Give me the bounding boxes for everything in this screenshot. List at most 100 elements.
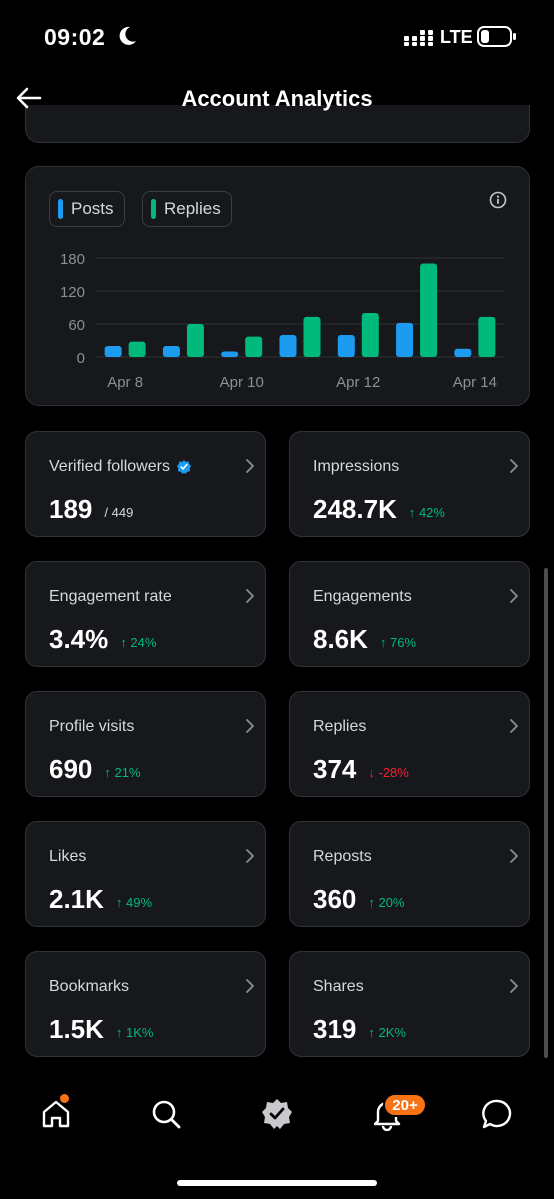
metric-card-replies[interactable]: Replies 374 ↓ -28% bbox=[289, 691, 530, 797]
metric-value: 189 bbox=[49, 494, 93, 524]
metric-value: 3.4% bbox=[49, 624, 109, 654]
bar-posts-apr-9[interactable] bbox=[162, 346, 180, 357]
metric-card-engagement-rate[interactable]: Engagement rate 3.4% ↑ 24% bbox=[25, 561, 266, 667]
metric-change: ↑ 49% bbox=[115, 895, 153, 910]
metric-label: Verified followers bbox=[49, 458, 170, 475]
scrollbar[interactable] bbox=[544, 568, 548, 1058]
info-icon[interactable] bbox=[489, 191, 507, 209]
y-tick-label: 60 bbox=[68, 317, 85, 334]
bar-posts-apr-12[interactable] bbox=[337, 335, 355, 357]
metric-label-row: Replies bbox=[313, 718, 366, 736]
back-arrow-icon[interactable] bbox=[14, 83, 44, 113]
metric-label: Engagements bbox=[313, 588, 412, 605]
chevron-right-icon bbox=[246, 849, 254, 863]
metric-card-shares[interactable]: Shares 319 ↑ 2K% bbox=[289, 951, 530, 1057]
chevron-right-icon bbox=[246, 979, 254, 993]
metric-label-row: Profile visits bbox=[49, 718, 134, 736]
chevron-right-icon bbox=[510, 589, 518, 603]
metric-value: 8.6K bbox=[313, 624, 368, 654]
battery-icon bbox=[477, 26, 516, 47]
x-tick-label: Apr 8 bbox=[107, 374, 143, 391]
y-tick-label: 0 bbox=[77, 350, 85, 367]
metric-change: ↑ 42% bbox=[408, 505, 445, 520]
metric-label-row: Engagement rate bbox=[49, 588, 172, 606]
y-tick-label: 180 bbox=[60, 251, 85, 268]
metric-value: 248.7K bbox=[313, 494, 397, 524]
metric-change: ↓ -28% bbox=[368, 765, 409, 780]
bar-replies-apr-13[interactable] bbox=[420, 263, 438, 358]
bar-posts-apr-10[interactable] bbox=[221, 351, 239, 358]
nav-home[interactable] bbox=[36, 1094, 76, 1134]
bar-replies-apr-12[interactable] bbox=[361, 313, 379, 357]
metric-card-profile-visits[interactable]: Profile visits 690 ↑ 21% bbox=[25, 691, 266, 797]
metric-change: ↑ 1K% bbox=[115, 1025, 154, 1040]
bar-posts-apr-8[interactable] bbox=[104, 346, 122, 357]
chevron-right-icon bbox=[246, 459, 254, 473]
metric-value: 374 bbox=[313, 754, 357, 784]
verified-icon bbox=[262, 1099, 292, 1129]
bar-replies-apr-9[interactable] bbox=[186, 324, 204, 357]
home-notification-dot bbox=[60, 1094, 69, 1103]
home-indicator bbox=[177, 1180, 377, 1186]
metric-label-row: Likes bbox=[49, 848, 86, 866]
metric-change: ↑ 21% bbox=[104, 765, 141, 780]
legend-replies-swatch bbox=[151, 199, 156, 219]
bar-posts-apr-13[interactable] bbox=[396, 322, 414, 357]
legend-posts-chip[interactable]: Posts bbox=[49, 191, 125, 227]
metric-label-row: Engagements bbox=[313, 588, 412, 606]
chevron-right-icon bbox=[510, 849, 518, 863]
notifications-badge: 20+ bbox=[383, 1093, 427, 1117]
metric-label: Engagement rate bbox=[49, 588, 172, 605]
metric-value: 360 bbox=[313, 884, 357, 914]
metric-value: 690 bbox=[49, 754, 93, 784]
status-bar: 09:02 LTE bbox=[0, 0, 554, 70]
legend-replies-label: Replies bbox=[164, 199, 221, 218]
nav-messages[interactable] bbox=[478, 1094, 518, 1134]
verified-badge-icon bbox=[176, 459, 192, 475]
metric-card-impressions[interactable]: Impressions 248.7K ↑ 42% bbox=[289, 431, 530, 537]
chevron-right-icon bbox=[510, 459, 518, 473]
metric-value: 319 bbox=[313, 1014, 357, 1044]
metric-label: Profile visits bbox=[49, 718, 135, 735]
metric-label: Replies bbox=[313, 718, 367, 735]
y-tick-label: 120 bbox=[60, 284, 85, 301]
bar-replies-apr-10[interactable] bbox=[245, 336, 263, 357]
metric-value: 1.5K bbox=[49, 1014, 104, 1044]
header: Account Analytics bbox=[0, 72, 554, 128]
bar-posts-apr-14[interactable] bbox=[454, 348, 472, 357]
metric-label-row: Shares bbox=[313, 978, 364, 996]
x-tick-label: Apr 10 bbox=[220, 374, 264, 391]
bar-replies-apr-14[interactable] bbox=[478, 316, 496, 357]
bar-posts-apr-11[interactable] bbox=[279, 335, 297, 357]
nav-search[interactable] bbox=[146, 1094, 186, 1134]
metric-card-likes[interactable]: Likes 2.1K ↑ 49% bbox=[25, 821, 266, 927]
bottom-nav bbox=[0, 1072, 554, 1160]
status-time: 09:02 bbox=[44, 24, 106, 50]
metric-change: ↑ 20% bbox=[368, 895, 405, 910]
metric-change: ↑ 2K% bbox=[368, 1025, 406, 1040]
metric-label-row: Verified followers bbox=[49, 458, 192, 476]
page-title: Account Analytics bbox=[181, 86, 373, 111]
metric-card-bookmarks[interactable]: Bookmarks 1.5K ↑ 1K% bbox=[25, 951, 266, 1057]
metric-label-row: Impressions bbox=[313, 458, 399, 476]
x-tick-label: Apr 12 bbox=[336, 374, 380, 391]
metric-change: ↑ 24% bbox=[120, 635, 157, 650]
home-icon bbox=[42, 1100, 70, 1128]
metric-card-verified-followers[interactable]: Verified followers 189 / 449 bbox=[25, 431, 266, 537]
metric-card-reposts[interactable]: Reposts 360 ↑ 20% bbox=[289, 821, 530, 927]
metric-total: / 449 bbox=[104, 505, 134, 520]
bar-replies-apr-11[interactable] bbox=[303, 316, 321, 357]
legend-replies-chip[interactable]: Replies bbox=[142, 191, 232, 227]
bar-replies-apr-8[interactable] bbox=[128, 341, 146, 357]
network-label: LTE bbox=[440, 27, 473, 47]
nav-premium[interactable] bbox=[257, 1094, 297, 1134]
legend-posts-label: Posts bbox=[71, 199, 114, 218]
chevron-right-icon bbox=[246, 589, 254, 603]
metric-card-engagements[interactable]: Engagements 8.6K ↑ 76% bbox=[289, 561, 530, 667]
metric-label: Likes bbox=[49, 848, 87, 865]
x-tick-label: Apr 14 bbox=[453, 374, 497, 391]
chevron-right-icon bbox=[510, 719, 518, 733]
metric-label: Impressions bbox=[313, 458, 400, 475]
bar-chart: 0 60 120 180 Apr 8 Apr 10 Apr 12 Apr 14 bbox=[60, 251, 504, 391]
moon-icon bbox=[119, 26, 136, 45]
